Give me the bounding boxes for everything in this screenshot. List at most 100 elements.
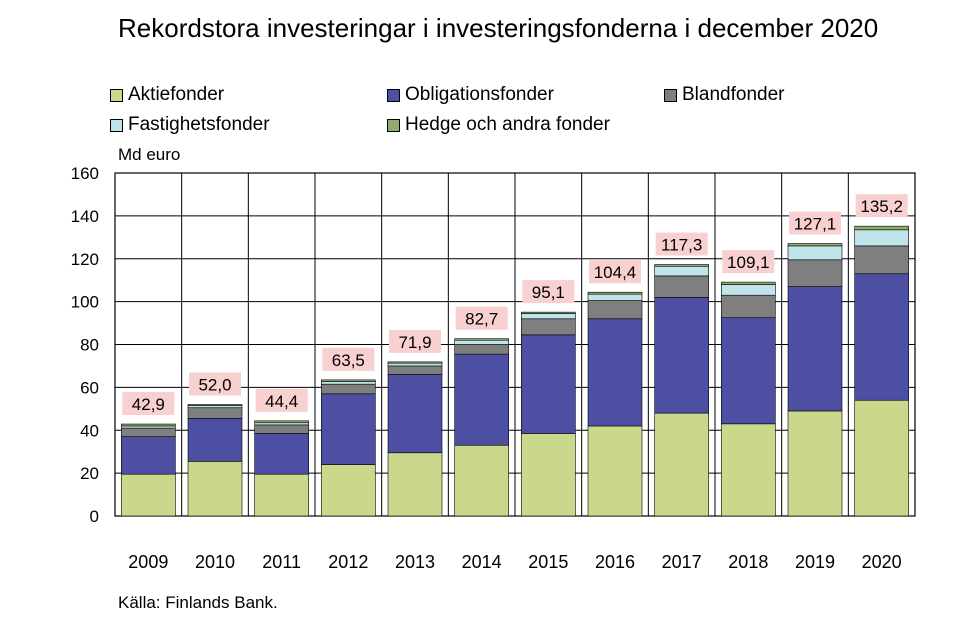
bar-segment-blandfonder — [521, 318, 576, 336]
legend-item-blandfonder: Blandfonder — [664, 84, 784, 106]
bar-segment-hedge-och-andra-fonder — [387, 361, 443, 364]
y-axis-unit-label: Md euro — [118, 145, 181, 164]
bar-segment-blandfonder — [587, 300, 643, 320]
total-label-bg — [655, 232, 708, 256]
total-data-label: 52,0 — [198, 376, 231, 395]
bar-segment-blandfonder — [721, 294, 776, 319]
bar-segment-fastighetsfonder — [521, 313, 576, 320]
total-label-bg — [389, 329, 441, 353]
legend-item-aktiefonder: Aktiefonder — [110, 84, 224, 106]
bar-segment-aktiefonder — [721, 423, 776, 517]
x-tick-label: 2010 — [195, 552, 235, 572]
bar-segment-fastighetsfonder — [121, 425, 176, 429]
x-tick-label: 2012 — [328, 552, 368, 572]
bar-segment-hedge-och-andra-fonder — [787, 243, 843, 247]
bar-segment-aktiefonder — [587, 425, 643, 517]
chart-title: Rekordstora investeringar i investerings… — [118, 13, 879, 43]
total-label-bg — [122, 392, 175, 416]
bar-segment-obligationsfonder — [187, 418, 243, 462]
bar-segment-hedge-och-andra-fonder — [587, 291, 643, 295]
legend-label: Fastighetsfonder — [128, 114, 270, 135]
bar-segment-fastighetsfonder — [721, 284, 776, 296]
bar-segment-hedge-och-andra-fonder — [454, 338, 509, 341]
y-tick-label: 60 — [80, 378, 99, 397]
bar-segment-aktiefonder — [321, 464, 376, 517]
total-data-label: 71,9 — [398, 333, 431, 352]
legend-swatch-fastighetsfonder — [110, 118, 123, 132]
bar-segment-blandfonder — [321, 383, 376, 395]
total-label-bg — [722, 250, 775, 274]
bar-segment-blandfonder — [654, 275, 709, 298]
bar-segment-blandfonder — [854, 245, 909, 275]
bar-segment-blandfonder — [254, 424, 309, 434]
bar-segment-hedge-och-andra-fonder — [121, 423, 176, 427]
y-tick-label: 80 — [80, 336, 99, 355]
bar-segment-hedge-och-andra-fonder — [321, 379, 376, 382]
bar-segment-fastighetsfonder — [854, 229, 909, 247]
legend-swatch-aktiefonder — [110, 88, 123, 102]
source-note: Källa: Finlands Bank. — [118, 593, 278, 612]
bar-segment-aktiefonder — [387, 452, 443, 517]
x-tick-label: 2015 — [528, 552, 568, 572]
y-tick-label: 140 — [71, 207, 99, 226]
bar-segment-obligationsfonder — [321, 393, 376, 465]
bar-segment-blandfonder — [787, 259, 843, 287]
bar-segment-fastighetsfonder — [787, 245, 843, 261]
bar-segment-hedge-och-andra-fonder — [187, 404, 243, 406]
total-data-label: 135,2 — [860, 197, 903, 216]
bar-segment-blandfonder — [121, 427, 176, 437]
x-tick-label: 2016 — [595, 552, 635, 572]
bar-segment-obligationsfonder — [454, 353, 509, 446]
total-label-bg — [255, 388, 308, 412]
x-tick-label: 2011 — [262, 552, 301, 572]
bar-segment-fastighetsfonder — [454, 339, 509, 345]
bar-segment-fastighetsfonder — [254, 422, 309, 426]
legend-item-hedge: Hedge och andra fonder — [387, 114, 610, 136]
legend-swatch-obligationsfonder — [387, 88, 400, 102]
bar-segment-aktiefonder — [187, 461, 243, 517]
bar-segment-fastighetsfonder — [187, 405, 243, 409]
total-label-bg — [455, 306, 508, 330]
bar-segment-hedge-och-andra-fonder — [254, 420, 309, 424]
y-tick-label: 160 — [71, 164, 99, 183]
bar-segment-obligationsfonder — [121, 436, 176, 475]
total-data-label: 109,1 — [727, 253, 770, 272]
total-data-label: 117,3 — [661, 236, 702, 255]
legend-item-obligationsfonder: Obligationsfonder — [387, 84, 554, 106]
total-label-bg — [189, 372, 241, 396]
bar-segment-aktiefonder — [254, 473, 309, 517]
total-data-label: 44,4 — [265, 392, 298, 411]
bar-segment-aktiefonder — [121, 473, 176, 517]
total-label-bg — [855, 194, 908, 218]
x-tick-label: 2014 — [462, 552, 502, 572]
y-tick-label: 120 — [71, 250, 99, 269]
bar-segment-obligationsfonder — [854, 273, 909, 401]
legend-label: Blandfonder — [682, 84, 785, 105]
x-tick-label: 2019 — [795, 552, 835, 572]
x-tick-label: 2013 — [395, 552, 435, 572]
total-label-bg — [322, 347, 375, 371]
legend-label: Hedge och andra fonder — [405, 114, 610, 135]
total-data-label: 95,1 — [532, 283, 565, 302]
y-tick-label: 40 — [80, 421, 99, 440]
y-tick-label: 100 — [71, 293, 99, 312]
x-tick-label: 2009 — [128, 552, 168, 572]
legend-swatch-blandfonder — [664, 88, 677, 102]
legend-swatch-hedge — [387, 118, 400, 132]
bar-segment-hedge-och-andra-fonder — [721, 281, 776, 285]
bar-segment-fastighetsfonder — [321, 381, 376, 385]
total-data-label: 42,9 — [132, 395, 165, 414]
bar-segment-obligationsfonder — [254, 433, 309, 475]
legend-item-fastighetsfonder: Fastighetsfonder — [110, 114, 270, 136]
bar-segment-fastighetsfonder — [387, 362, 443, 367]
bar-segment-fastighetsfonder — [587, 293, 643, 301]
legend-label: Aktiefonder — [128, 84, 225, 105]
plot-frame — [114, 172, 916, 517]
bar-segment-aktiefonder — [454, 444, 509, 517]
bar-segment-hedge-och-andra-fonder — [654, 264, 709, 267]
bar-segment-obligationsfonder — [521, 334, 576, 434]
bar-segment-obligationsfonder — [587, 318, 643, 427]
bar-segment-blandfonder — [387, 365, 443, 375]
bar-segment-aktiefonder — [521, 433, 576, 517]
legend-label: Obligationsfonder — [405, 84, 554, 105]
